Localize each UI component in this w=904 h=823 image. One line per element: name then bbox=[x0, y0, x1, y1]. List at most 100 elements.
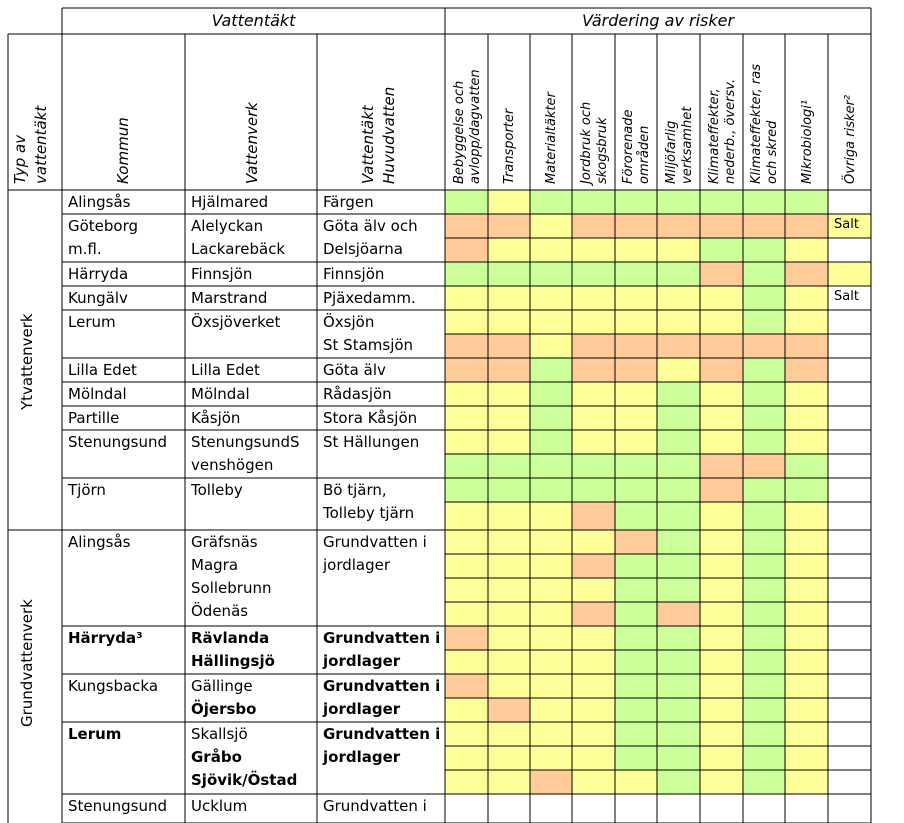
header-typ-av-vattentakt: Typ av vattentäkt bbox=[11, 105, 50, 184]
risk-cell bbox=[488, 382, 530, 406]
risk-cell bbox=[785, 502, 828, 530]
cell-vattentakt: Rådasjön bbox=[323, 385, 392, 403]
risk-cell bbox=[700, 238, 743, 262]
risk-cell bbox=[657, 310, 700, 334]
risk-cell bbox=[700, 674, 743, 698]
risk-cell bbox=[530, 698, 572, 722]
risk-cell bbox=[615, 602, 657, 626]
risk-cell bbox=[530, 334, 572, 358]
risk-cell bbox=[785, 334, 828, 358]
cell-vattentakt: Öxsjön St Stamsjön bbox=[323, 313, 414, 354]
cell-vattenverk: Mölndal bbox=[191, 385, 250, 403]
risk-cell bbox=[657, 530, 700, 554]
risk-cell bbox=[445, 286, 488, 310]
risk-cell bbox=[530, 286, 572, 310]
risk-cell bbox=[445, 502, 488, 530]
risk-cell bbox=[785, 746, 828, 770]
risk-cell bbox=[785, 770, 828, 794]
risk-cell bbox=[828, 190, 871, 214]
risk-cell bbox=[700, 770, 743, 794]
risk-cell bbox=[572, 454, 615, 478]
risk-cell bbox=[445, 554, 488, 578]
risk-cell bbox=[488, 722, 530, 746]
header-risk-1: Bebyggelse och avlopp/dagvatten bbox=[451, 69, 483, 184]
risk-cell bbox=[572, 722, 615, 746]
risk-cell bbox=[743, 502, 785, 530]
risk-cell bbox=[445, 382, 488, 406]
risk-cell bbox=[785, 698, 828, 722]
risk-cell bbox=[488, 238, 530, 262]
risk-cell bbox=[572, 214, 615, 238]
risk-cell bbox=[615, 286, 657, 310]
risk-cell bbox=[572, 650, 615, 674]
risk-cell bbox=[488, 530, 530, 554]
risk-cell bbox=[445, 262, 488, 286]
risk-cell bbox=[445, 334, 488, 358]
cell-kommun: Lerum bbox=[68, 725, 122, 743]
risk-cell bbox=[657, 262, 700, 286]
risk-cell bbox=[743, 626, 785, 650]
risk-cell bbox=[657, 190, 700, 214]
risk-cell bbox=[785, 650, 828, 674]
risk-cell bbox=[572, 310, 615, 334]
risk-cell bbox=[828, 626, 871, 650]
risk-cell bbox=[530, 770, 572, 794]
risk-cell bbox=[530, 214, 572, 238]
risk-cell bbox=[657, 430, 700, 454]
risk-cell bbox=[530, 310, 572, 334]
risk-cell bbox=[700, 478, 743, 502]
risk-cell bbox=[657, 454, 700, 478]
risk-cell bbox=[530, 674, 572, 698]
risk-cell bbox=[743, 478, 785, 502]
risk-cell bbox=[445, 454, 488, 478]
risk-cell bbox=[445, 310, 488, 334]
cell-vattentakt: Finnsjön bbox=[323, 265, 385, 283]
risk-cell bbox=[785, 382, 828, 406]
risk-cell bbox=[488, 190, 530, 214]
risk-cell bbox=[615, 578, 657, 602]
risk-cell bbox=[700, 214, 743, 238]
risk-cell bbox=[828, 554, 871, 578]
risk-cell bbox=[488, 334, 530, 358]
header-risk-10: Övriga risker² bbox=[842, 94, 858, 184]
risk-cell bbox=[445, 578, 488, 602]
risk-cell bbox=[828, 406, 871, 430]
header-risk-9: Mikrobiologi¹ bbox=[799, 99, 815, 184]
risk-cell bbox=[488, 554, 530, 578]
risk-cell bbox=[445, 722, 488, 746]
risk-cell bbox=[615, 478, 657, 502]
risk-cell bbox=[488, 262, 530, 286]
risk-cell bbox=[572, 190, 615, 214]
cell-vattentakt: Grundvatten i jordlager bbox=[323, 629, 441, 670]
cell-vattenverk: Finnsjön bbox=[191, 265, 253, 283]
risk-cell bbox=[488, 650, 530, 674]
risk-cell bbox=[445, 214, 488, 238]
risk-cell bbox=[828, 334, 871, 358]
risk-cell bbox=[572, 286, 615, 310]
risk-cell bbox=[572, 238, 615, 262]
risk-cell bbox=[488, 406, 530, 430]
cell-vattenverk-line: Hällingsjö bbox=[191, 652, 275, 670]
risk-cell bbox=[657, 770, 700, 794]
risk-cell bbox=[743, 214, 785, 238]
risk-cell bbox=[530, 382, 572, 406]
risk-cell bbox=[615, 722, 657, 746]
risk-cell bbox=[657, 238, 700, 262]
risk-cell bbox=[445, 478, 488, 502]
risk-cell bbox=[445, 358, 488, 382]
risk-cell bbox=[572, 478, 615, 502]
risk-cell bbox=[828, 286, 871, 310]
risk-cell bbox=[530, 746, 572, 770]
risk-cell bbox=[743, 430, 785, 454]
risk-cell bbox=[615, 238, 657, 262]
cell-kommun: Kungälv bbox=[68, 289, 128, 307]
risk-cell bbox=[445, 650, 488, 674]
cell-kommun: Härryda³ bbox=[68, 629, 143, 647]
cell-vattenverk: StenungsundS venshögen bbox=[191, 433, 300, 474]
risk-cell bbox=[828, 530, 871, 554]
risk-cell bbox=[828, 238, 871, 262]
header-risk-7: Klimateffekter, nederb., översv. bbox=[706, 78, 738, 184]
risk-cell bbox=[657, 722, 700, 746]
risk-cell bbox=[743, 698, 785, 722]
cell-kommun: Kungsbacka bbox=[68, 677, 159, 695]
